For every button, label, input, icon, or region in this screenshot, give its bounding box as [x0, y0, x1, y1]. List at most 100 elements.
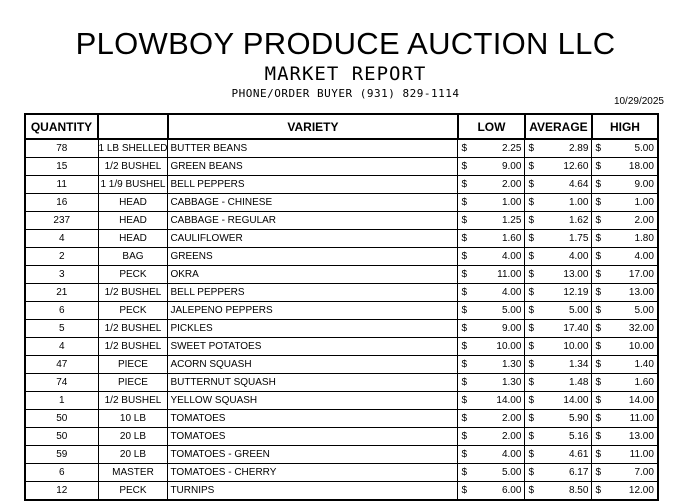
quantity-cell: 12 [24, 481, 99, 501]
quantity-cell: 21 [24, 283, 99, 302]
high-price-cell: 1.80 [603, 229, 659, 248]
col-header-average: AVERAGE [523, 113, 593, 140]
high-currency-symbol: $ [591, 265, 604, 284]
unit-cell: PECK [97, 481, 169, 501]
average-price-cell: 2.89 [536, 138, 593, 158]
variety-cell: BELL PEPPERS [167, 283, 459, 302]
high-currency-symbol: $ [591, 175, 604, 194]
average-price-cell: 1.62 [536, 211, 593, 230]
table-row: 47 PIECE ACORN SQUASH $1.30 $1.34 $1.40 [24, 355, 659, 374]
quantity-cell: 4 [24, 337, 99, 356]
high-currency-symbol: $ [591, 157, 604, 176]
table-row: 5 1/2 BUSHEL PICKLES $9.00 $17.40 $32.00 [24, 319, 659, 338]
variety-cell: TOMATOES - GREEN [167, 445, 459, 464]
quantity-cell: 4 [24, 229, 99, 248]
low-price-cell: 2.00 [469, 409, 526, 428]
unit-cell: MASTER [97, 463, 169, 482]
low-price-cell: 1.30 [469, 355, 526, 374]
low-price-cell: 2.00 [469, 175, 526, 194]
low-currency-symbol: $ [457, 481, 470, 501]
high-price-cell: 14.00 [603, 391, 659, 410]
average-price-cell: 8.50 [536, 481, 593, 501]
table-row: 16 HEAD CABBAGE - CHINESE $1.00 $1.00 $1.00 [24, 193, 659, 212]
unit-cell: 1/2 BUSHEL [97, 391, 169, 410]
high-currency-symbol: $ [591, 391, 604, 410]
high-price-cell: 5.00 [603, 301, 659, 320]
high-currency-symbol: $ [591, 445, 604, 464]
variety-cell: OKRA [167, 265, 459, 284]
average-price-cell: 4.64 [536, 175, 593, 194]
table-row: 4 HEAD CAULIFLOWER $1.60 $1.75 $1.80 [24, 229, 659, 248]
col-header-quantity: QUANTITY [24, 113, 99, 140]
high-price-cell: 1.00 [603, 193, 659, 212]
unit-cell: 20 LB [97, 427, 169, 446]
average-currency-symbol: $ [524, 355, 537, 374]
average-currency-symbol: $ [524, 301, 537, 320]
average-currency-symbol: $ [524, 211, 537, 230]
average-price-cell: 1.00 [536, 193, 593, 212]
average-price-cell: 5.16 [536, 427, 593, 446]
low-currency-symbol: $ [457, 373, 470, 392]
low-currency-symbol: $ [457, 193, 470, 212]
table-row: 78 1 LB SHELLED BUTTER BEANS $2.25 $2.89 $5.0… [24, 138, 659, 158]
average-price-cell: 6.17 [536, 463, 593, 482]
low-currency-symbol: $ [457, 427, 470, 446]
high-currency-symbol: $ [591, 427, 604, 446]
table-row: 74 PIECE BUTTERNUT SQUASH $1.30 $1.48 $1.60 [24, 373, 659, 392]
quantity-cell: 78 [24, 138, 99, 158]
unit-cell: PIECE [97, 373, 169, 392]
high-price-cell: 12.00 [603, 481, 659, 501]
low-currency-symbol: $ [457, 229, 470, 248]
low-price-cell: 9.00 [469, 157, 526, 176]
variety-cell: TOMATOES - CHERRY [167, 463, 459, 482]
low-currency-symbol: $ [457, 445, 470, 464]
table-row: 59 20 LB TOMATOES - GREEN $4.00 $4.61 $11.00 [24, 445, 659, 464]
high-currency-symbol: $ [591, 138, 604, 158]
average-price-cell: 14.00 [536, 391, 593, 410]
low-currency-symbol: $ [457, 409, 470, 428]
high-price-cell: 5.00 [603, 138, 659, 158]
low-price-cell: 2.25 [469, 138, 526, 158]
unit-cell: BAG [97, 247, 169, 266]
average-currency-symbol: $ [524, 157, 537, 176]
low-currency-symbol: $ [457, 301, 470, 320]
unit-cell: HEAD [97, 193, 169, 212]
average-currency-symbol: $ [524, 337, 537, 356]
table-row: 15 1/2 BUSHEL GREEN BEANS $9.00 $12.60 $18.00 [24, 157, 659, 176]
quantity-cell: 3 [24, 265, 99, 284]
average-price-cell: 1.75 [536, 229, 593, 248]
low-currency-symbol: $ [457, 265, 470, 284]
variety-cell: SWEET POTATOES [167, 337, 459, 356]
report-subtitle: MARKET REPORT [264, 63, 427, 85]
high-currency-symbol: $ [591, 283, 604, 302]
unit-cell: HEAD [97, 211, 169, 230]
low-price-cell: 1.00 [469, 193, 526, 212]
unit-cell: HEAD [97, 229, 169, 248]
market-report-table: QUANTITY VARIETY LOW AVERAGE HIGH 78 1 LB… [24, 113, 659, 501]
table-row: 4 1/2 BUSHEL SWEET POTATOES $10.00 $10.00 $10… [24, 337, 659, 356]
low-price-cell: 6.00 [469, 481, 526, 501]
low-price-cell: 1.25 [469, 211, 526, 230]
high-currency-symbol: $ [591, 355, 604, 374]
high-price-cell: 11.00 [603, 409, 659, 428]
high-price-cell: 9.00 [603, 175, 659, 194]
average-currency-symbol: $ [524, 138, 537, 158]
average-currency-symbol: $ [524, 445, 537, 464]
average-currency-symbol: $ [524, 481, 537, 501]
unit-cell: 20 LB [97, 445, 169, 464]
average-price-cell: 10.00 [536, 337, 593, 356]
low-currency-symbol: $ [457, 138, 470, 158]
quantity-cell: 50 [24, 409, 99, 428]
quantity-cell: 74 [24, 373, 99, 392]
high-price-cell: 4.00 [603, 247, 659, 266]
high-currency-symbol: $ [591, 211, 604, 230]
average-currency-symbol: $ [524, 391, 537, 410]
quantity-cell: 2 [24, 247, 99, 266]
unit-cell: 10 LB [97, 409, 169, 428]
quantity-cell: 237 [24, 211, 99, 230]
report-title: PLOWBOY PRODUCE AUCTION LLC [75, 26, 616, 61]
high-price-cell: 13.00 [603, 427, 659, 446]
table-row: 1 1/2 BUSHEL YELLOW SQUASH $14.00 $14.00 $14.… [24, 391, 659, 410]
table-row: 2 BAG GREENS $4.00 $4.00 $4.00 [24, 247, 659, 266]
variety-cell: GREENS [167, 247, 459, 266]
